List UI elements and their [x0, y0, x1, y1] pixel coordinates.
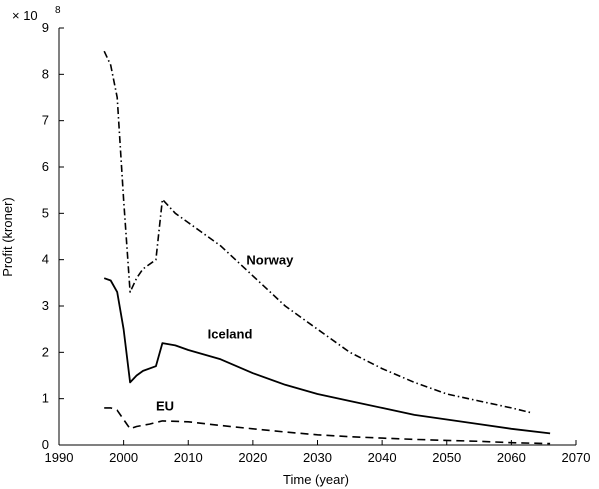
y-tick-label: 7 [42, 113, 49, 128]
x-tick-label: 2000 [109, 450, 138, 465]
y-tick-label: 6 [42, 159, 49, 174]
y-tick-label: 2 [42, 344, 49, 359]
y-tick-label: 4 [42, 252, 49, 267]
x-axis-ticks: 1990 2000 2010 2020 2030 2040 2050 2060 2070 [45, 440, 591, 465]
x-tick-label: 2050 [432, 450, 461, 465]
x-axis-label: Time (year) [283, 472, 349, 487]
annotation-eu: EU [156, 398, 174, 413]
x-tick-label: 2060 [497, 450, 526, 465]
x-tick-label: 2040 [368, 450, 397, 465]
series-line-iceland [103, 277, 551, 435]
y-tick-label: 3 [42, 298, 49, 313]
y-tick-label: 0 [42, 437, 49, 452]
x-tick-label: 2070 [562, 450, 591, 465]
y-tick-label: 5 [42, 205, 49, 220]
y-tick-label: 8 [42, 66, 49, 81]
axes [58, 28, 576, 446]
series-line-eu [104, 407, 551, 445]
y-axis-label: Profit (kroner) [0, 197, 15, 276]
series-line-norway [103, 50, 531, 414]
x-tick-label: 2010 [174, 450, 203, 465]
series-lines [103, 50, 551, 445]
x-tick-label: 2020 [238, 450, 267, 465]
series-annotations: Norway Iceland EU [156, 252, 294, 413]
x-tick-label: 1990 [45, 450, 74, 465]
y-axis-exponent-base: × 10 [12, 8, 38, 23]
x-tick-label: 2030 [303, 450, 332, 465]
annotation-norway: Norway [246, 252, 294, 267]
y-axis-exponent-power: 8 [55, 5, 61, 16]
annotation-iceland: Iceland [208, 326, 253, 341]
y-tick-label: 9 [42, 20, 49, 35]
y-axis-ticks: 0 1 2 3 4 5 6 7 8 9 [42, 20, 64, 452]
y-tick-label: 1 [42, 391, 49, 406]
